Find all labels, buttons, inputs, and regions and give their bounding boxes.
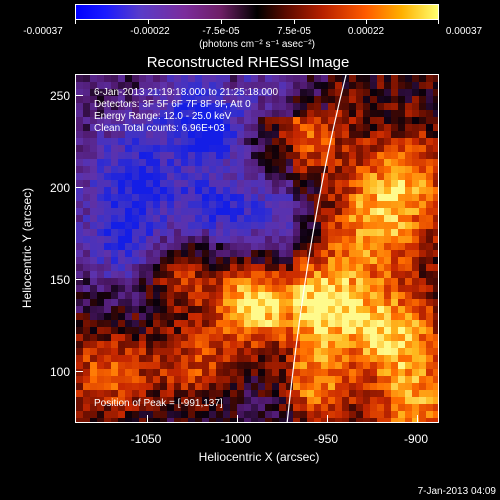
y-tick-label: 250 bbox=[49, 89, 70, 103]
colorbar-unit-label: (photons cm⁻² s⁻¹ asec⁻²) bbox=[199, 39, 315, 50]
colorbar-tick-label: -7.5e-05 bbox=[202, 26, 240, 37]
colorbar bbox=[75, 4, 439, 20]
info-clean-counts: Clean Total counts: 6.96E+03 bbox=[94, 123, 225, 134]
y-tick-label: 150 bbox=[49, 273, 70, 287]
x-tick-label: -1050 bbox=[130, 432, 162, 446]
info-time-range: 6-Jan-2013 21:19:18.000 to 21:25:18.000 bbox=[94, 87, 279, 98]
info-detectors: Detectors: 3F 5F 6F 7F 8F 9F, Att 0 bbox=[94, 99, 251, 110]
x-tick-label: -1000 bbox=[220, 432, 252, 446]
colorbar-tick-label: -0.00022 bbox=[130, 26, 170, 37]
image-plot-area bbox=[75, 74, 439, 423]
colorbar-tick-label: 0.00022 bbox=[347, 26, 385, 37]
x-tick-label: -950 bbox=[313, 432, 339, 446]
colorbar-tick-label: 7.5e-05 bbox=[277, 26, 311, 37]
render-timestamp: 7-Jan-2013 04:09 bbox=[417, 486, 496, 497]
x-tick-label: -900 bbox=[403, 432, 429, 446]
y-axis-label: Heliocentric Y (arcsec) bbox=[20, 187, 34, 309]
solar-limb-line bbox=[286, 75, 347, 422]
heatmap bbox=[76, 75, 438, 422]
colorbar-tick-label: -0.00037 bbox=[23, 26, 63, 37]
peak-position-text: Position of Peak = [-991,137] bbox=[94, 398, 223, 409]
y-tick-label: 200 bbox=[49, 181, 70, 195]
x-axis-label: Heliocentric X (arcsec) bbox=[198, 450, 320, 464]
y-tick-label: 100 bbox=[49, 365, 70, 379]
colorbar-tick-label: 0.00037 bbox=[445, 26, 483, 37]
image-title: Reconstructed RHESSI Image bbox=[146, 54, 350, 71]
info-energy-range: Energy Range: 12.0 - 25.0 keV bbox=[94, 111, 232, 122]
